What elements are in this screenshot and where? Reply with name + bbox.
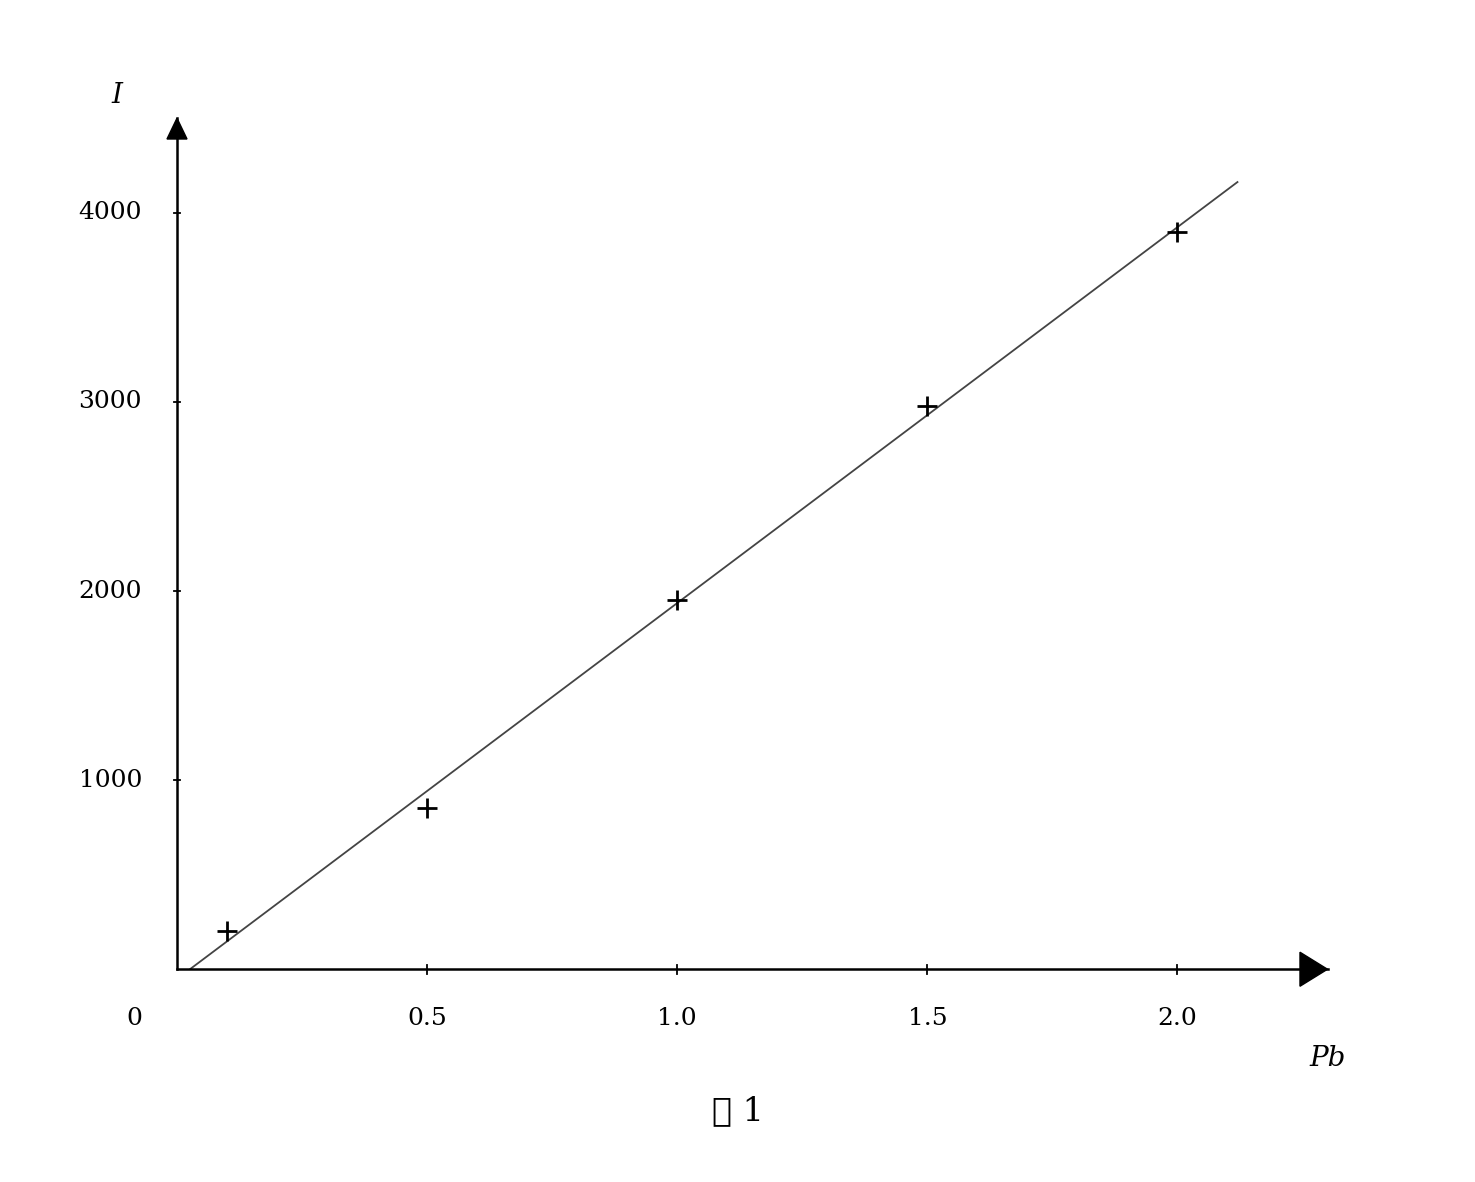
Text: 1000: 1000: [78, 768, 142, 792]
Text: 0: 0: [125, 1007, 142, 1030]
Text: 1.5: 1.5: [907, 1007, 947, 1030]
Text: 2.0: 2.0: [1158, 1007, 1198, 1030]
Polygon shape: [167, 118, 187, 139]
Text: 3000: 3000: [78, 390, 142, 414]
Text: 4000: 4000: [78, 201, 142, 225]
Text: I: I: [112, 82, 122, 109]
Text: 图 1: 图 1: [711, 1095, 764, 1128]
Text: 1.0: 1.0: [658, 1007, 698, 1030]
Text: 0.5: 0.5: [407, 1007, 447, 1030]
Text: 2000: 2000: [78, 579, 142, 603]
Text: Pb: Pb: [1310, 1045, 1345, 1072]
Polygon shape: [1299, 953, 1328, 986]
